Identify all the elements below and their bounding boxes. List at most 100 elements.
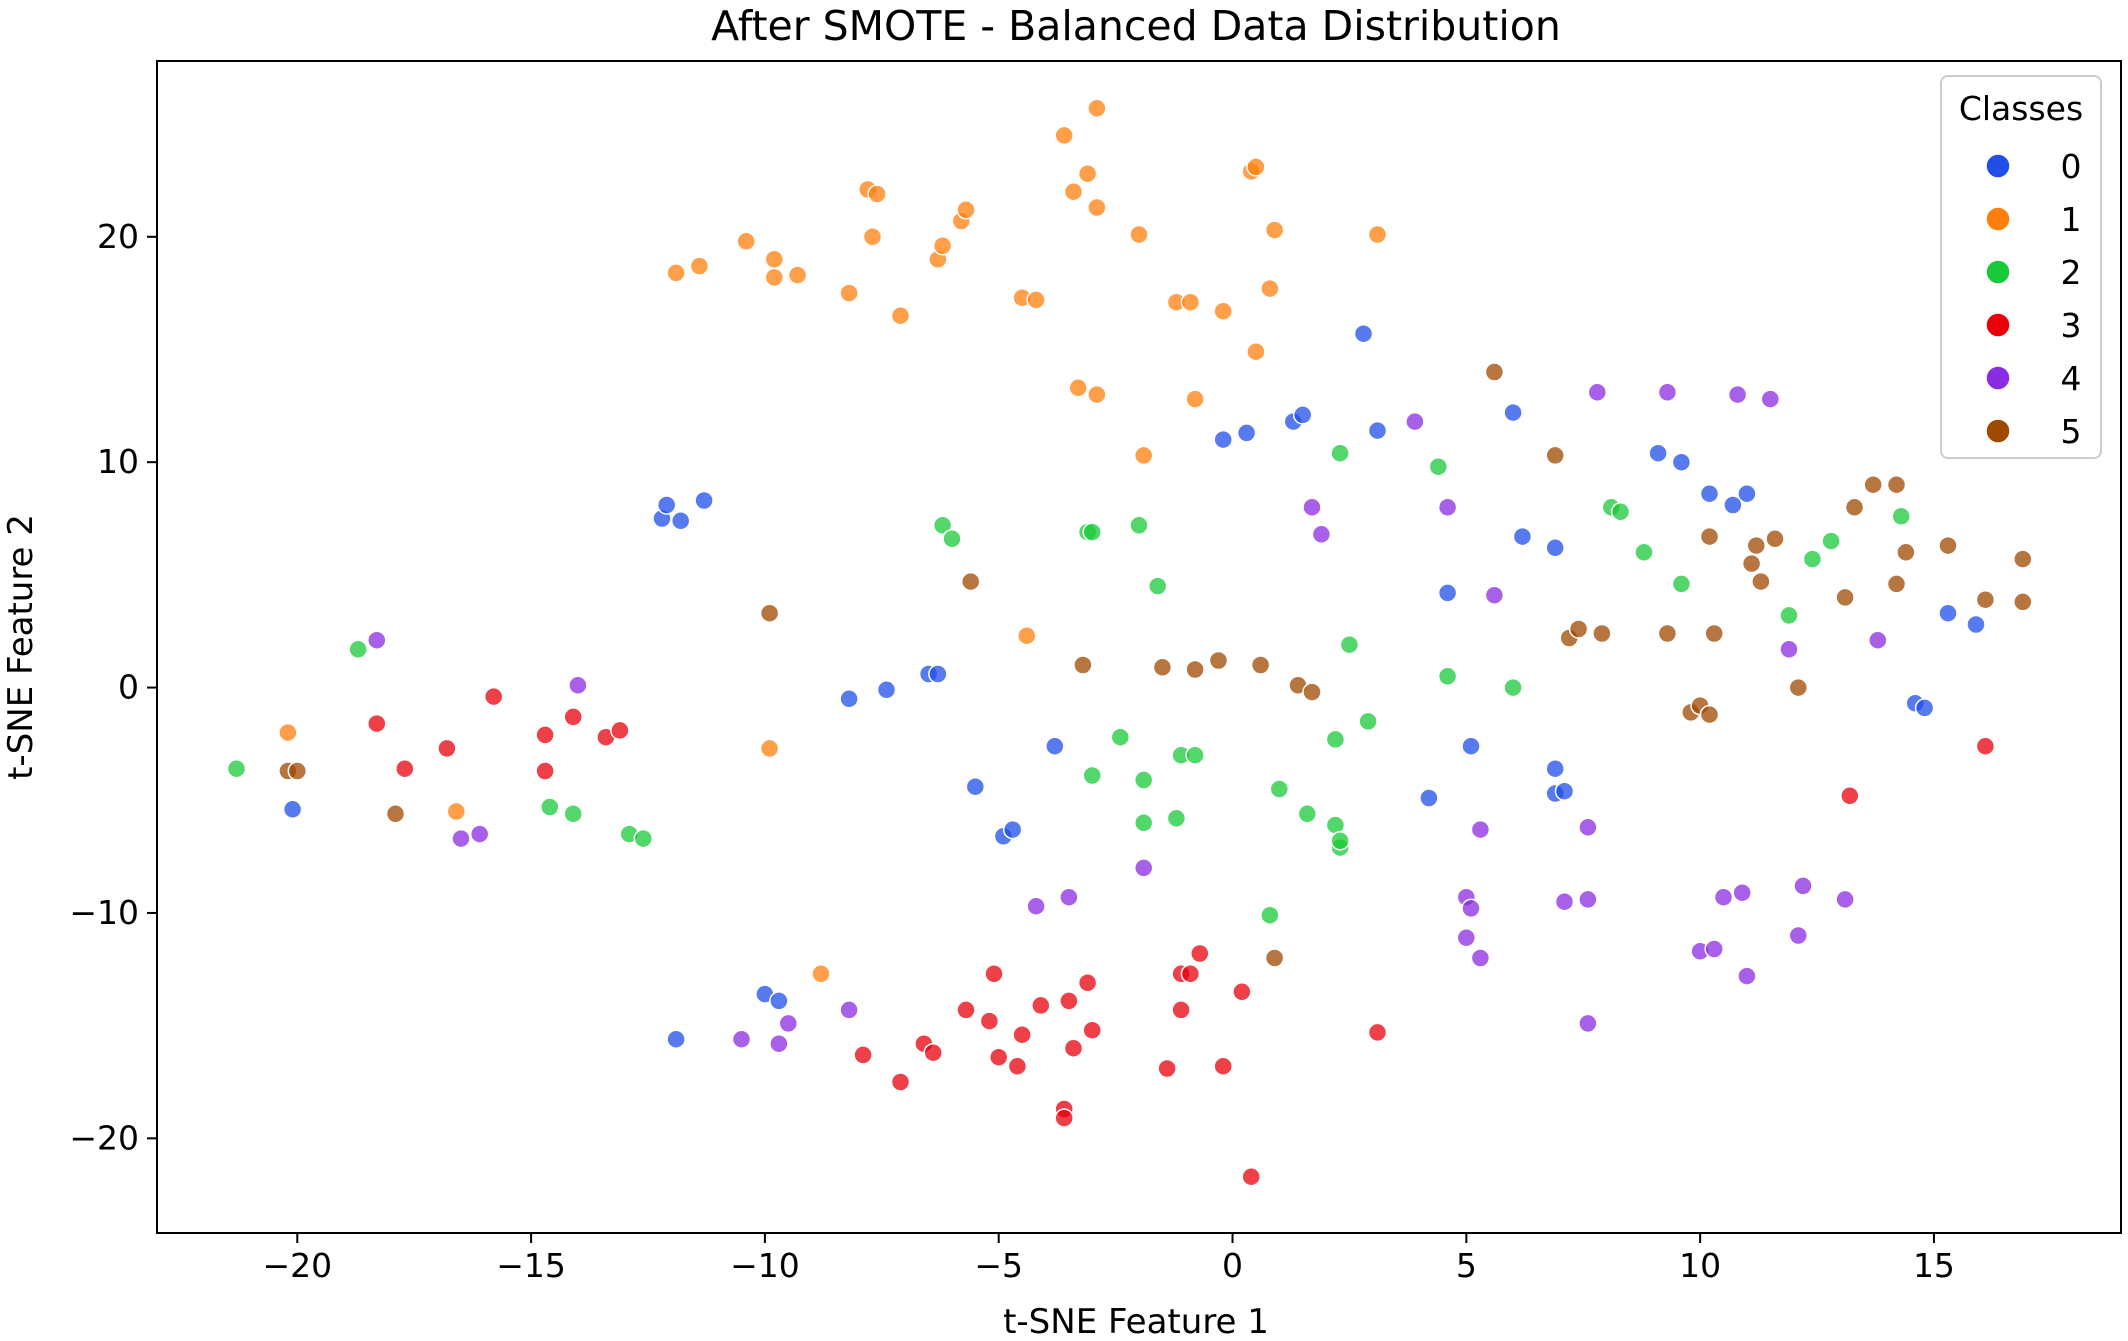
data-point-class-3 [923, 1042, 943, 1063]
data-point-class-3 [535, 725, 555, 745]
data-point-class-4 [1587, 382, 1608, 403]
legend-label-class-4: 4 [2061, 359, 2082, 398]
y-tick-label: −10 [69, 893, 139, 932]
data-point-class-2 [1437, 666, 1458, 687]
data-point-class-3 [1157, 1058, 1177, 1079]
data-point-class-5 [1545, 445, 1565, 466]
data-point-class-5 [2013, 592, 2033, 612]
data-point-class-2 [1166, 808, 1187, 829]
data-point-class-3 [1077, 973, 1098, 993]
data-point-class-4 [769, 1033, 789, 1054]
data-point-class-4 [1456, 927, 1477, 948]
data-point-class-0 [694, 490, 714, 511]
data-point-class-4 [1760, 389, 1781, 409]
data-point-class-4 [1437, 497, 1458, 518]
data-point-class-3 [1082, 1020, 1102, 1040]
data-point-class-1 [1054, 125, 1074, 146]
x-tick-label: −20 [262, 1246, 332, 1285]
data-point-class-5 [1657, 623, 1678, 644]
data-point-class-0 [1966, 614, 1986, 635]
data-point-class-0 [656, 495, 677, 515]
data-point-class-0 [1461, 736, 1481, 756]
data-point-class-5 [1592, 623, 1612, 644]
legend-label-class-0: 0 [2061, 147, 2082, 186]
data-point-class-0 [666, 1029, 686, 1049]
legend-label-class-3: 3 [2061, 306, 2082, 345]
legend-marker-class-3 [1985, 312, 2011, 338]
data-point-class-4 [1727, 384, 1748, 405]
data-point-class-5 [2013, 549, 2033, 569]
legend-marker-class-0 [1985, 153, 2011, 179]
data-point-class-5 [1152, 657, 1173, 678]
data-point-class-5 [1746, 535, 1767, 556]
data-point-class-4 [1470, 819, 1491, 840]
x-tick-label: −10 [730, 1246, 800, 1285]
data-point-class-3 [1063, 1038, 1084, 1058]
data-point-class-2 [1610, 502, 1631, 522]
data-point-class-1 [1213, 301, 1233, 321]
legend-title: Classes [1959, 89, 2083, 128]
data-point-class-1 [932, 236, 953, 256]
data-point-class-0 [1367, 420, 1388, 441]
data-point-class-2 [563, 804, 583, 824]
data-point-class-0 [1236, 423, 1257, 443]
data-point-class-2 [1133, 770, 1154, 790]
x-tick-label: 5 [1456, 1246, 1477, 1285]
data-point-class-4 [451, 828, 471, 849]
data-point-class-2 [1428, 456, 1449, 477]
data-point-class-3 [1232, 982, 1252, 1002]
data-point-class-0 [769, 991, 789, 1011]
data-point-class-1 [278, 722, 298, 743]
data-point-class-4 [367, 630, 387, 650]
data-point-class-3 [563, 707, 583, 727]
data-point-class-4 [1578, 889, 1598, 910]
data-point-class-0 [1213, 429, 1233, 450]
data-point-class-0 [1554, 781, 1575, 801]
x-tick-label: 0 [1222, 1246, 1243, 1285]
data-point-class-2 [1671, 574, 1692, 594]
data-point-class-1 [862, 227, 883, 247]
data-point-class-2 [1339, 634, 1360, 655]
legend-marker-class-1 [1985, 206, 2011, 232]
data-point-class-5 [1788, 677, 1809, 698]
data-point-class-5 [1938, 535, 1958, 556]
data-point-class-0 [1671, 452, 1692, 472]
data-point-class-3 [979, 1011, 1000, 1031]
x-tick-label: 15 [1913, 1246, 1955, 1285]
data-point-class-2 [348, 639, 368, 660]
data-point-class-1 [1087, 197, 1107, 218]
y-tick-label: 20 [97, 217, 139, 256]
data-point-class-5 [1484, 362, 1505, 382]
data-point-class-5 [1741, 553, 1762, 574]
data-point-class-1 [1246, 341, 1266, 362]
data-point-class-3 [1180, 964, 1201, 984]
data-point-class-4 [1302, 497, 1322, 518]
data-point-class-5 [1751, 571, 1771, 592]
legend-label-class-5: 5 [2061, 412, 2082, 451]
data-point-class-3 [1012, 1024, 1032, 1045]
data-point-class-1 [759, 738, 780, 759]
data-point-class-2 [1891, 506, 1911, 527]
data-point-class-5 [1835, 587, 1855, 608]
data-point-class-5 [287, 761, 308, 781]
data-point-class-4 [1788, 925, 1809, 946]
data-point-class-0 [1545, 758, 1565, 779]
data-point-class-4 [1713, 887, 1734, 907]
legend-label-class-1: 1 [2061, 200, 2082, 239]
data-point-class-4 [1484, 585, 1505, 605]
data-point-class-0 [839, 689, 859, 709]
data-point-class-2 [1110, 727, 1131, 747]
data-point-class-1 [446, 801, 467, 822]
data-point-class-4 [1578, 817, 1598, 838]
data-point-class-4 [1657, 382, 1678, 403]
data-point-class-3 [853, 1045, 873, 1065]
data-point-class-2 [1325, 729, 1346, 750]
data-point-class-2 [1821, 531, 1841, 551]
data-point-class-4 [1554, 891, 1575, 912]
data-point-class-0 [1045, 736, 1065, 756]
data-point-class-0 [1353, 323, 1374, 344]
data-point-class-5 [1568, 619, 1589, 639]
data-point-class-4 [1311, 524, 1332, 545]
